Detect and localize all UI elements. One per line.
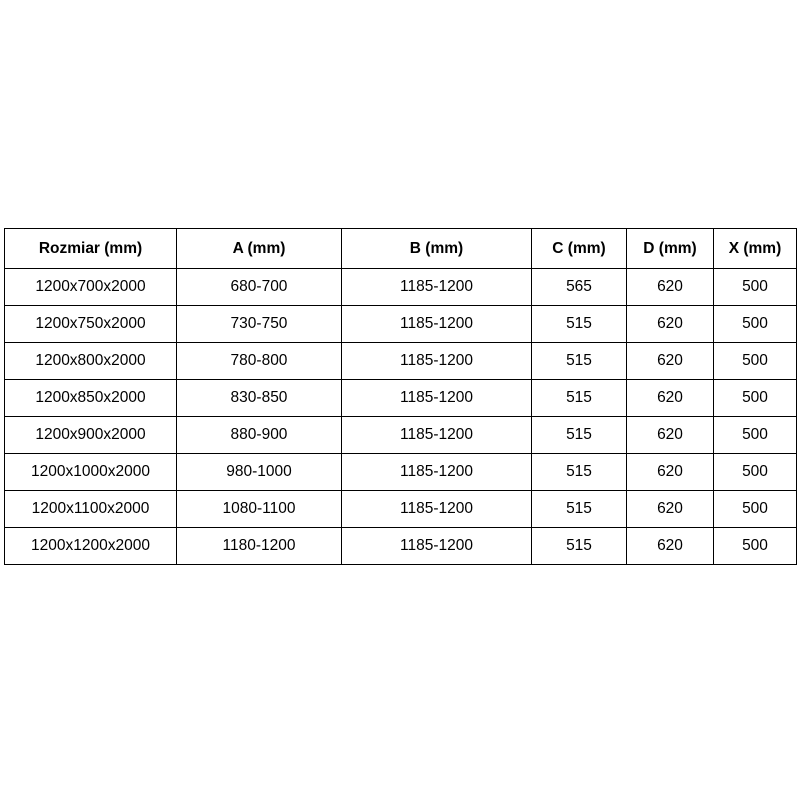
table-row: 1200x850x2000 830-850 1185-1200 515 620 500 [4, 379, 797, 417]
table-cell: 620 [626, 490, 714, 528]
table-row: 1200x1000x2000 980-1000 1185-1200 515 620 500 [4, 453, 797, 491]
table-row: 1200x700x2000 680-700 1185-1200 565 620 500 [4, 268, 797, 306]
table-cell: 515 [531, 416, 627, 454]
table-row: 1200x1100x2000 1080-1100 1185-1200 515 620 50… [4, 490, 797, 528]
table-cell: 515 [531, 490, 627, 528]
table-cell: 980-1000 [176, 453, 342, 491]
table-cell: 1200x1200x2000 [4, 527, 177, 565]
table-cell: 1200x750x2000 [4, 305, 177, 343]
column-header: C (mm) [531, 228, 627, 269]
table-cell: 620 [626, 453, 714, 491]
table-cell: 620 [626, 305, 714, 343]
table-cell: 1185-1200 [341, 490, 532, 528]
table-cell: 500 [713, 342, 797, 380]
table-cell: 1185-1200 [341, 527, 532, 565]
table-cell: 620 [626, 379, 714, 417]
table-cell: 1185-1200 [341, 342, 532, 380]
table-cell: 500 [713, 416, 797, 454]
table-cell: 1200x1000x2000 [4, 453, 177, 491]
table-row: 1200x800x2000 780-800 1185-1200 515 620 500 [4, 342, 797, 380]
table-cell: 1200x850x2000 [4, 379, 177, 417]
table-cell: 830-850 [176, 379, 342, 417]
table-cell: 880-900 [176, 416, 342, 454]
table-cell: 1200x700x2000 [4, 268, 177, 306]
table-cell: 620 [626, 416, 714, 454]
table-cell: 500 [713, 527, 797, 565]
table-cell: 500 [713, 453, 797, 491]
table-cell: 1185-1200 [341, 453, 532, 491]
table-cell: 500 [713, 490, 797, 528]
table-cell: 730-750 [176, 305, 342, 343]
table-header-row: Rozmiar (mm) A (mm) B (mm) C (mm) D (mm) X (m… [4, 228, 797, 269]
table-cell: 1185-1200 [341, 305, 532, 343]
table-cell: 780-800 [176, 342, 342, 380]
table-row: 1200x750x2000 730-750 1185-1200 515 620 500 [4, 305, 797, 343]
table-cell: 515 [531, 527, 627, 565]
table-cell: 1185-1200 [341, 416, 532, 454]
table-cell: 620 [626, 268, 714, 306]
table-cell: 515 [531, 453, 627, 491]
column-header: B (mm) [341, 228, 532, 269]
table-cell: 515 [531, 305, 627, 343]
table-cell: 1080-1100 [176, 490, 342, 528]
column-header: A (mm) [176, 228, 342, 269]
column-header: D (mm) [626, 228, 714, 269]
column-header: X (mm) [713, 228, 797, 269]
table-cell: 1180-1200 [176, 527, 342, 565]
table-cell: 515 [531, 379, 627, 417]
table-cell: 1185-1200 [341, 268, 532, 306]
table-cell: 620 [626, 342, 714, 380]
table-cell: 1185-1200 [341, 379, 532, 417]
table-row: 1200x900x2000 880-900 1185-1200 515 620 500 [4, 416, 797, 454]
table-cell: 515 [531, 342, 627, 380]
table-cell: 500 [713, 305, 797, 343]
table-cell: 1200x1100x2000 [4, 490, 177, 528]
table-cell: 1200x800x2000 [4, 342, 177, 380]
table-cell: 500 [713, 268, 797, 306]
dimensions-table: Rozmiar (mm) A (mm) B (mm) C (mm) D (mm) X (m… [4, 228, 797, 565]
table-body: 1200x700x2000 680-700 1185-1200 565 620 500 12… [4, 268, 797, 565]
table-cell: 1200x900x2000 [4, 416, 177, 454]
table-cell: 500 [713, 379, 797, 417]
column-header: Rozmiar (mm) [4, 228, 177, 269]
table-row: 1200x1200x2000 1180-1200 1185-1200 515 620 50… [4, 527, 797, 565]
table-cell: 565 [531, 268, 627, 306]
table-cell: 680-700 [176, 268, 342, 306]
table-cell: 620 [626, 527, 714, 565]
